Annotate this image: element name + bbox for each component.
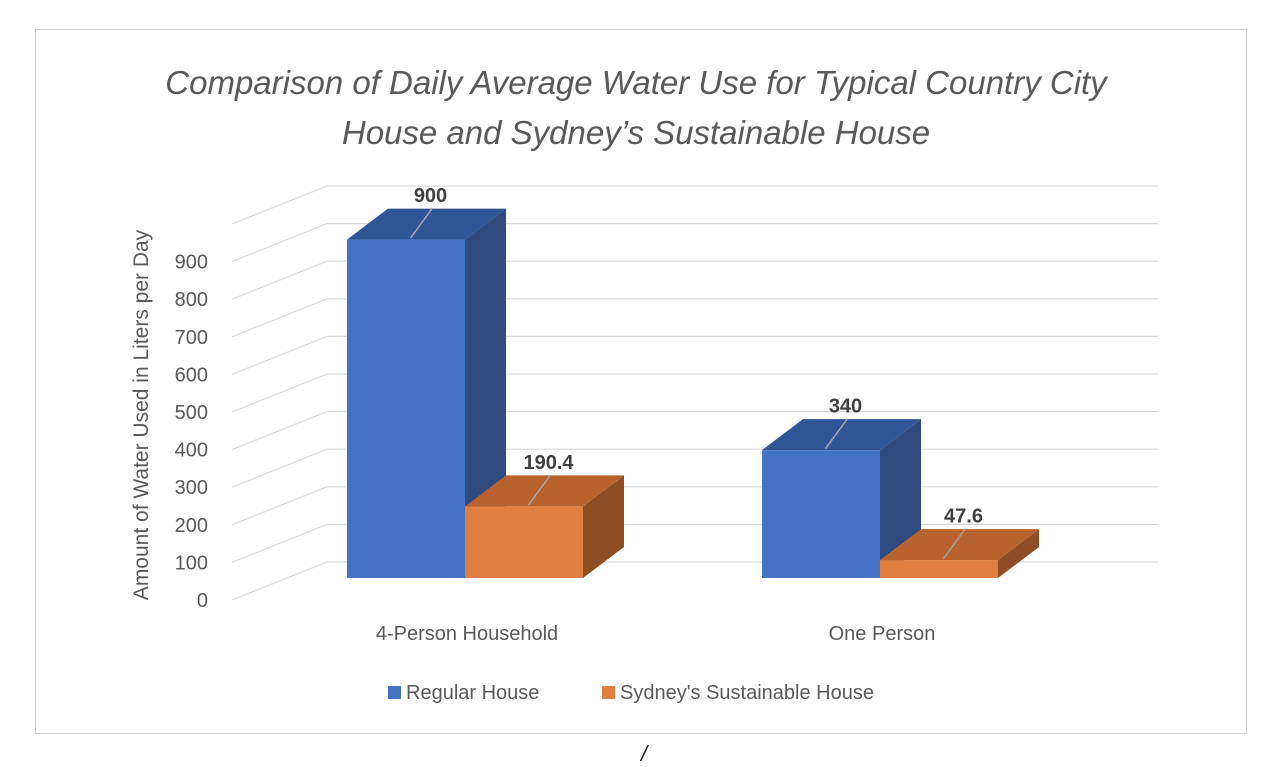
- bar-side: [998, 529, 1039, 578]
- data-label: 47.6: [944, 506, 983, 528]
- bars-layer: [347, 208, 1039, 578]
- legend-label: Sydney's Sustainable House: [620, 682, 874, 704]
- legend-label: Regular House: [406, 682, 539, 704]
- gridline-depth: [231, 223, 328, 263]
- gridline-depth: [231, 185, 328, 225]
- bar: [347, 239, 465, 578]
- gridline-depth: [231, 335, 328, 375]
- data-label-leader: [942, 528, 967, 560]
- y-tick-label: 600: [175, 364, 208, 386]
- gridline-depth: [231, 298, 328, 338]
- y-tick-label: 300: [175, 477, 208, 499]
- gridline-depth: [231, 260, 328, 300]
- gridline-depth: [231, 561, 328, 601]
- chart-frame: Comparison of Daily Average Water Use fo…: [35, 29, 1247, 734]
- stray-mark: /: [641, 741, 648, 766]
- gridline-depth: [231, 486, 328, 526]
- legend-layer: Regular House Sydney's Sustainable House: [388, 682, 874, 704]
- bar: [465, 506, 583, 578]
- y-tick-label: 700: [175, 327, 208, 349]
- data-label: 900: [414, 185, 447, 207]
- data-label: 340: [829, 396, 862, 418]
- bar-top: [465, 475, 624, 507]
- legend-swatch: [602, 686, 615, 699]
- bar: [880, 560, 998, 578]
- gridline-depth: [231, 411, 328, 451]
- y-tick-label: 900: [175, 252, 208, 274]
- gridline-depth: [231, 448, 328, 488]
- x-category-label: 4-Person Household: [376, 623, 558, 645]
- bar-top: [347, 208, 506, 240]
- y-tick-label: 100: [175, 552, 208, 574]
- y-axis-label: Amount of Water Used in Liters per Day: [130, 229, 153, 600]
- data-label-leader: [527, 474, 552, 506]
- data-label: 190.4: [523, 452, 574, 474]
- legend-swatch: [388, 686, 401, 699]
- y-tick-label: 0: [197, 590, 208, 612]
- gridline-depth: [231, 523, 328, 563]
- bar-side: [583, 475, 624, 578]
- y-tick-label: 400: [175, 440, 208, 462]
- bar: [762, 450, 880, 578]
- y-tick-label: 800: [175, 289, 208, 311]
- data-label-leader: [409, 207, 434, 239]
- labels-layer: 0 100 200 300 400 500 600 700 800 900 Amount of Wa…: [130, 185, 983, 645]
- chart-title: Comparison of Daily Average Water Use fo…: [165, 64, 1107, 151]
- gridline-depth: [231, 373, 328, 413]
- y-tick-label: 500: [175, 402, 208, 424]
- x-category-label: One Person: [829, 623, 936, 645]
- bar-top: [880, 529, 1039, 561]
- y-tick-label: 200: [175, 515, 208, 537]
- bar-top: [762, 419, 921, 451]
- data-label-leader: [824, 418, 849, 450]
